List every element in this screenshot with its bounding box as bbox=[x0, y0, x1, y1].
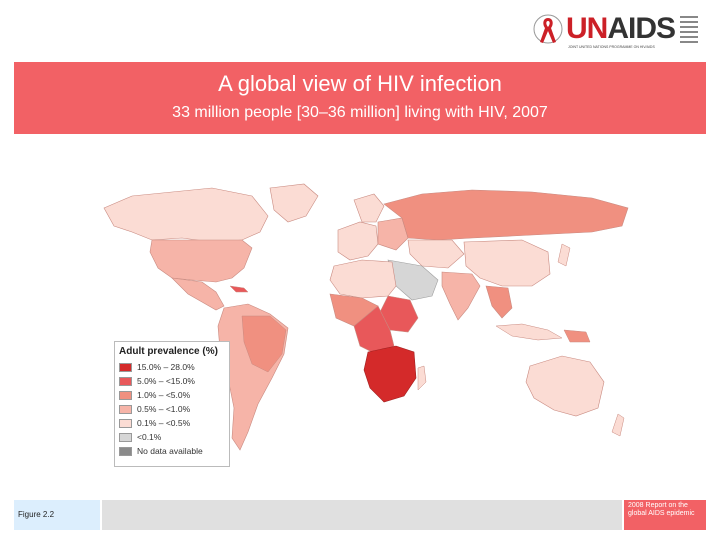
map-papua bbox=[563, 329, 591, 343]
legend-label: <0.1% bbox=[137, 432, 162, 442]
map-brazil bbox=[241, 315, 287, 373]
map-australia bbox=[525, 355, 605, 417]
legend-label: No data available bbox=[137, 446, 203, 456]
legend-swatch bbox=[119, 377, 132, 386]
map-eastern-europe bbox=[377, 217, 409, 251]
unaids-logo: UNAIDS JOINT UNITED NATIONS PROGRAMME ON… bbox=[532, 8, 712, 52]
legend-item: 0.5% – <1.0% bbox=[119, 404, 227, 415]
map-greenland bbox=[269, 183, 319, 223]
legend-swatch bbox=[119, 391, 132, 400]
world-prevalence-map bbox=[103, 183, 629, 451]
map-russia bbox=[383, 189, 629, 241]
map-madagascar bbox=[417, 365, 427, 391]
legend-item: <0.1% bbox=[119, 432, 227, 443]
map-legend: Adult prevalence (%) 15.0% – 28.0% 5.0% … bbox=[114, 341, 230, 467]
figure-label-box: Figure 2.2 bbox=[14, 500, 100, 530]
footer-bar: Figure 2.2 2008 Report on the global AID… bbox=[14, 500, 706, 530]
slide-title: A global view of HIV infection bbox=[218, 71, 502, 96]
unaids-wordmark: UNAIDS bbox=[566, 12, 676, 45]
map-usa bbox=[149, 239, 253, 283]
red-ribbon-icon bbox=[533, 14, 563, 44]
cosponsor-list bbox=[680, 16, 712, 46]
legend-swatch bbox=[119, 405, 132, 414]
legend-item: 15.0% – 28.0% bbox=[119, 362, 227, 373]
map-india bbox=[441, 271, 481, 321]
legend-item: 1.0% – <5.0% bbox=[119, 390, 227, 401]
map-scandinavia bbox=[353, 193, 385, 223]
legend-swatch bbox=[119, 363, 132, 372]
map-central-africa bbox=[353, 305, 395, 355]
legend-swatch bbox=[119, 447, 132, 456]
footer-spacer bbox=[102, 500, 622, 530]
map-central-asia bbox=[407, 239, 465, 269]
legend-label: 15.0% – 28.0% bbox=[137, 362, 195, 372]
map-japan bbox=[557, 243, 571, 267]
map-mexico-central bbox=[171, 277, 225, 311]
map-southeast-asia bbox=[485, 285, 513, 319]
figure-label: Figure 2.2 bbox=[18, 510, 55, 519]
legend-item: 5.0% – <15.0% bbox=[119, 376, 227, 387]
title-banner: A global view of HIV infection 33 millio… bbox=[14, 62, 706, 134]
map-southern-africa bbox=[363, 345, 417, 403]
map-caribbean bbox=[229, 285, 249, 293]
map-new-zealand bbox=[611, 413, 625, 437]
legend-item: 0.1% – <0.5% bbox=[119, 418, 227, 429]
legend-title: Adult prevalence (%) bbox=[119, 346, 218, 357]
legend-label: 0.1% – <0.5% bbox=[137, 418, 191, 428]
map-canada-alaska bbox=[103, 187, 269, 243]
report-label: 2008 Report on the global AIDS epidemic bbox=[628, 502, 695, 517]
legend-label: 5.0% – <15.0% bbox=[137, 376, 195, 386]
legend-label: 1.0% – <5.0% bbox=[137, 390, 191, 400]
legend-swatch bbox=[119, 419, 132, 428]
legend-label: 0.5% – <1.0% bbox=[137, 404, 191, 414]
slide-subtitle: 33 million people [30–36 million] living… bbox=[172, 104, 548, 121]
legend-swatch bbox=[119, 433, 132, 442]
unaids-tagline: JOINT UNITED NATIONS PROGRAMME ON HIV/AI… bbox=[568, 45, 655, 49]
map-indonesia bbox=[495, 323, 563, 341]
map-north-africa bbox=[329, 259, 397, 299]
map-china bbox=[463, 239, 551, 287]
map-western-europe bbox=[337, 221, 379, 261]
legend-item: No data available bbox=[119, 446, 227, 457]
report-label-box: 2008 Report on the global AIDS epidemic bbox=[624, 500, 706, 530]
